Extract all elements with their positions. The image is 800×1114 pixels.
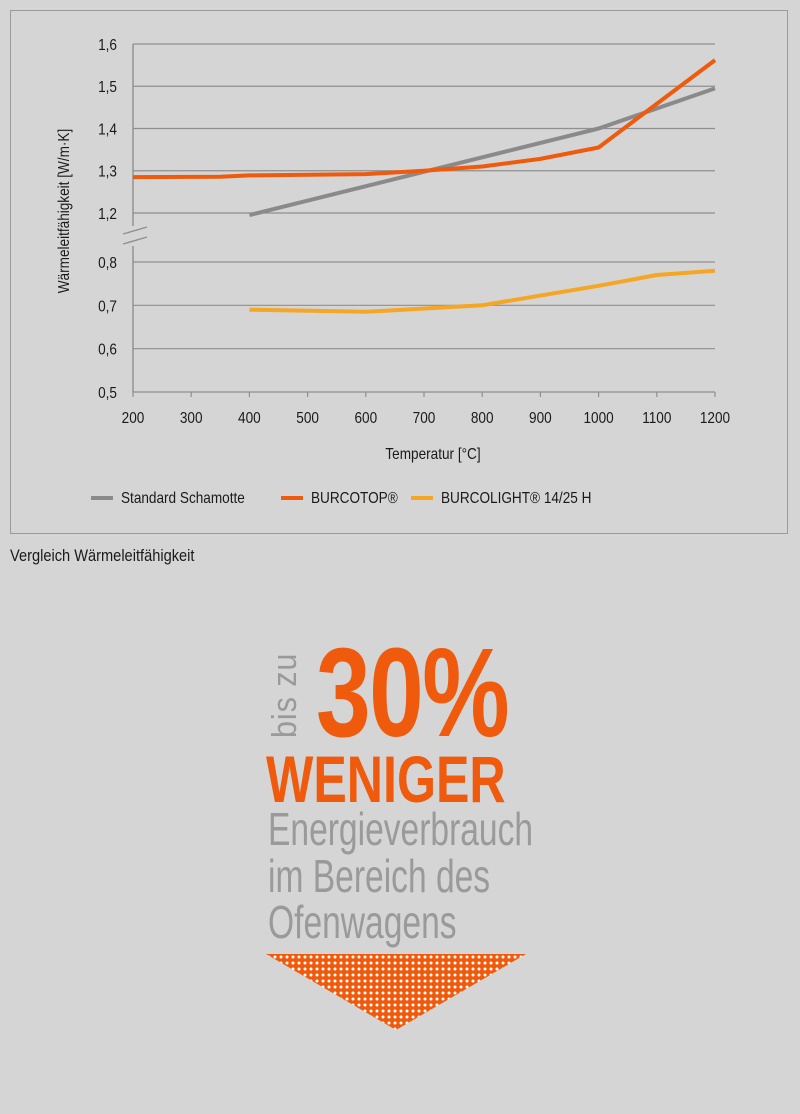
y-tick-label: 0,5 <box>98 385 117 402</box>
description-line-1: Energieverbrauch <box>268 803 534 855</box>
savings-infographic: bis zu 30% WENIGER Energieverbrauch im B… <box>0 620 800 1060</box>
description-line-3: Ofenwagens <box>268 896 457 948</box>
x-tick-label: 900 <box>529 410 552 427</box>
down-arrow-icon <box>266 954 526 1030</box>
description-line-2: im Bereich des <box>268 850 491 902</box>
x-tick-label: 200 <box>122 410 145 427</box>
series-line-1 <box>248 86 716 218</box>
x-tick-label: 300 <box>180 410 203 427</box>
x-tick-label: 1000 <box>583 410 613 427</box>
x-tick-label: 600 <box>354 410 377 427</box>
y-tick-label: 0,7 <box>98 298 117 315</box>
axis-break-mark <box>122 226 148 235</box>
headline-text: WENIGER <box>266 742 506 816</box>
legend-label-3: BURCOLIGHT® 14/25 H <box>441 490 591 507</box>
legend-label-2: BURCOTOP® <box>311 490 398 507</box>
x-tick-label: 500 <box>296 410 319 427</box>
chart-panel: 1,2 1,3 1,4 1,5 1,6 0,5 0,6 0,7 0,8 200 300 400 500 6… <box>10 10 788 534</box>
y-tick-label: 0,8 <box>98 255 117 272</box>
x-tick-label: 700 <box>413 410 436 427</box>
chart-caption: Vergleich Wärmeleitfähigkeit <box>10 546 195 565</box>
x-tick-label: 1200 <box>700 410 730 427</box>
y-axis-title: Wärmeleitfähigkeit [W/m·K] <box>56 129 73 294</box>
percent-value: 30% <box>316 622 510 763</box>
x-axis-title: Temperatur [°C] <box>385 446 480 463</box>
series-line-2 <box>132 58 717 180</box>
y-tick-label: 1,6 <box>98 37 117 54</box>
axis-break-mark <box>122 236 148 245</box>
legend-label-1: Standard Schamotte <box>121 490 245 507</box>
y-tick-label: 1,2 <box>98 206 117 223</box>
series-line-3 <box>249 268 716 314</box>
x-tick-label: 1100 <box>642 410 671 427</box>
conductivity-chart: 1,2 1,3 1,4 1,5 1,6 0,5 0,6 0,7 0,8 200 300 400 500 6… <box>56 37 730 507</box>
y-tick-label: 0,6 <box>98 342 117 359</box>
prefix-text: bis zu <box>266 652 304 738</box>
x-tick-label: 800 <box>471 410 494 427</box>
y-tick-label: 1,3 <box>98 164 117 181</box>
y-tick-label: 1,4 <box>98 122 117 139</box>
x-tick-label: 400 <box>238 410 261 427</box>
y-tick-label: 1,5 <box>98 79 117 96</box>
